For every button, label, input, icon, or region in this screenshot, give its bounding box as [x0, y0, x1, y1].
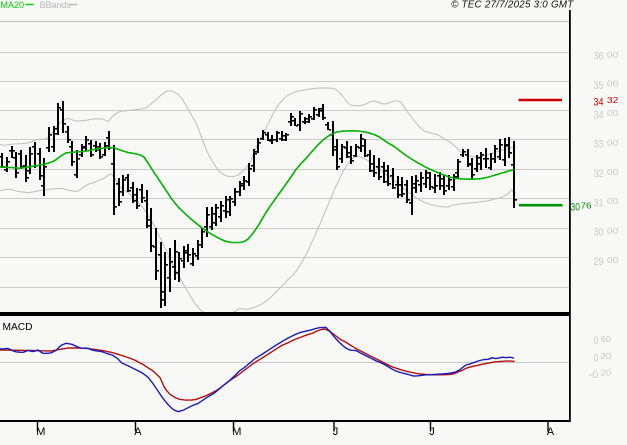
- svg-text:32: 32: [594, 168, 604, 180]
- svg-text:30: 30: [571, 202, 580, 214]
- svg-text:A: A: [134, 426, 142, 438]
- svg-text:29: 29: [594, 256, 604, 268]
- svg-text:34: 34: [594, 109, 604, 121]
- svg-text:36: 36: [594, 51, 604, 63]
- svg-text:00: 00: [607, 108, 619, 118]
- svg-text:00: 00: [607, 49, 619, 59]
- svg-text:0: 0: [594, 335, 599, 347]
- svg-text:34: 34: [594, 96, 604, 108]
- svg-text:BBands: BBands: [40, 0, 72, 10]
- svg-text:00: 00: [607, 196, 619, 206]
- svg-text:76: 76: [581, 200, 592, 210]
- svg-text:MACD: MACD: [3, 322, 33, 333]
- svg-text:32: 32: [607, 95, 619, 105]
- svg-text:0: 0: [594, 352, 599, 364]
- svg-text:20: 20: [601, 351, 612, 361]
- svg-text:20: 20: [601, 368, 612, 378]
- svg-text:MA20: MA20: [1, 0, 25, 10]
- svg-text:M: M: [36, 426, 45, 438]
- svg-text:60: 60: [601, 334, 612, 344]
- svg-text:-0: -0: [589, 369, 599, 381]
- svg-text:30: 30: [594, 227, 604, 239]
- svg-text:00: 00: [607, 79, 619, 89]
- svg-text:31: 31: [594, 197, 604, 209]
- svg-text:© TEC 27/7/2025 3:0 GMT: © TEC 27/7/2025 3:0 GMT: [451, 0, 574, 11]
- svg-text:A: A: [547, 426, 555, 438]
- svg-text:33: 33: [594, 139, 604, 151]
- svg-text:00: 00: [607, 167, 619, 177]
- svg-text:M: M: [232, 426, 241, 438]
- svg-text:00: 00: [607, 226, 619, 236]
- svg-text:J: J: [429, 426, 435, 438]
- svg-text:00: 00: [607, 138, 619, 148]
- svg-text:J: J: [333, 426, 339, 438]
- svg-text:00: 00: [607, 255, 619, 265]
- svg-text:35: 35: [594, 80, 604, 92]
